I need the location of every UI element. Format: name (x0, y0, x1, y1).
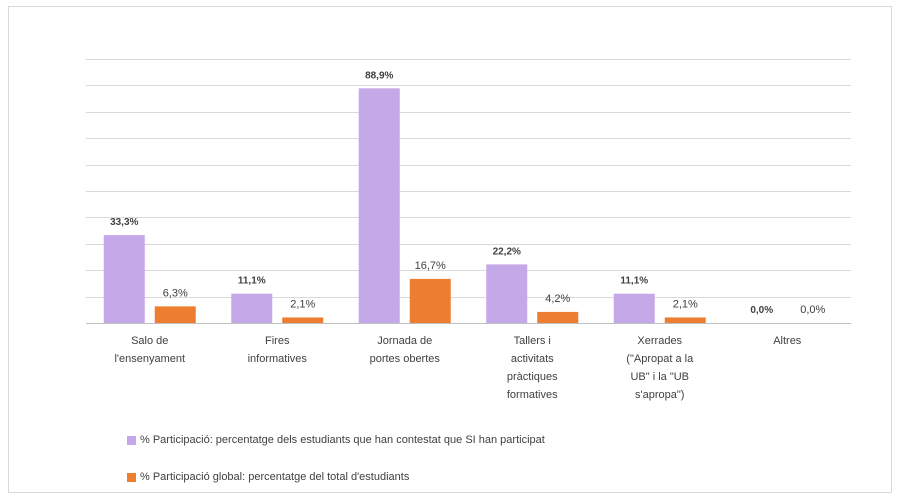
category-label-1-line-2: l'ensenyament (114, 353, 185, 365)
category-label-2-line-1: Fires (265, 335, 290, 347)
data-label-series-1-cat-6: 0,0% (750, 305, 773, 316)
category-label-5-line-4: s'apropa") (635, 389, 684, 401)
data-label-series-2-cat-2: 2,1% (290, 298, 315, 310)
bars (103, 88, 706, 323)
data-label-series-2-cat-4: 4,2% (545, 293, 570, 305)
category-label-3-line-2: portes obertes (370, 353, 441, 365)
legend-swatch-participacio-global (127, 472, 136, 482)
category-label-4-line-1: Tallers i (514, 335, 551, 347)
category-label-6-line-1: Altres (773, 335, 802, 347)
data-label-series-1-cat-2: 11,1% (238, 276, 266, 287)
chart-frame: 33,3% 6,3% 11,1% 2,1% 88,9% 16,7% 22,2% 4,2% 11,… (8, 6, 892, 493)
category-label-3-line-1: Jornada de (377, 335, 432, 347)
data-label-series-2-cat-3: 16,7% (415, 260, 446, 272)
category-label-5-line-1: Xerrades (637, 335, 682, 347)
bar-series-2-cat-4 (537, 311, 579, 323)
bar-series-1-cat-1 (103, 235, 145, 323)
data-label-series-1-cat-4: 22,2% (493, 246, 521, 257)
bar-series-1-cat-3 (358, 88, 400, 323)
legend-label-participacio: % Participació: percentatge dels estudia… (140, 434, 545, 446)
data-labels: 33,3% 6,3% 11,1% 2,1% 88,9% 16,7% 22,2% 4,2% 11,… (110, 70, 825, 316)
data-label-series-1-cat-5: 11,1% (620, 276, 648, 287)
category-label-5-line-3: UB" i la "UB (630, 371, 689, 383)
bar-chart: 33,3% 6,3% 11,1% 2,1% 88,9% 16,7% 22,2% 4,2% 11,… (86, 59, 851, 401)
category-label-1-line-1: Salo de (131, 335, 168, 347)
bar-series-2-cat-1 (154, 306, 196, 323)
data-label-series-2-cat-6: 0,0% (800, 304, 825, 316)
bar-series-2-cat-2 (282, 317, 324, 323)
legend-item-participacio-global: % Participació global: percentatge del t… (127, 471, 409, 483)
bar-series-1-cat-5 (613, 293, 655, 323)
category-label-4-line-3: pràctiques (507, 371, 558, 383)
category-label-2-line-2: informatives (248, 353, 308, 365)
category-label-4-line-4: formatives (507, 389, 558, 401)
bar-series-1-cat-4 (486, 264, 528, 323)
category-label-5-line-2: ("Apropat a la (626, 353, 694, 365)
legend-swatch-participacio (127, 435, 136, 445)
gridlines (86, 59, 851, 324)
legend-label-participacio-global: % Participació global: percentatge del t… (140, 471, 410, 483)
data-label-series-1-cat-1: 33,3% (110, 217, 138, 228)
data-label-series-1-cat-3: 88,9% (365, 70, 393, 81)
category-label-4-line-2: activitats (511, 353, 554, 365)
category-labels: Salo de l'ensenyament Fires informatives Jor… (114, 335, 801, 401)
data-label-series-2-cat-5: 2,1% (673, 298, 698, 310)
bar-series-2-cat-5 (664, 317, 706, 323)
bar-series-1-cat-2 (231, 293, 273, 323)
bar-series-2-cat-3 (409, 278, 451, 323)
legend-item-participacio: % Participació: percentatge dels estudia… (127, 434, 545, 446)
data-label-series-2-cat-1: 6,3% (163, 287, 188, 299)
